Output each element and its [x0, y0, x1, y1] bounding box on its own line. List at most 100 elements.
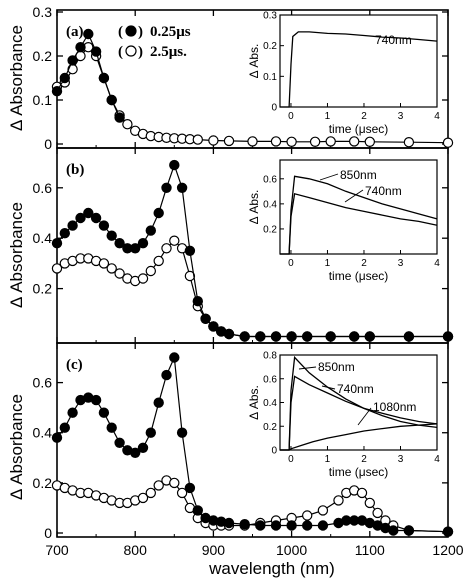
inset-x-tick-label: 0 — [288, 258, 294, 269]
inset-b: 0.2 0.4 0.6 0 1 2 3 4 time (μsec) Δ Abs. 850nm 740n… — [247, 159, 440, 283]
panel-label: (b) — [66, 162, 84, 178]
inset-annotation: 1080nm — [373, 400, 416, 414]
data-point-filled — [255, 520, 266, 531]
panel-a: 0 0.1 0.2 0.3 (a) — [33, 4, 454, 152]
inset-x-tick-label: 3 — [398, 111, 404, 122]
data-point-open — [98, 258, 110, 269]
data-point-open — [145, 487, 156, 499]
data-point-open — [184, 270, 196, 282]
data-point-open — [153, 480, 164, 491]
data-point-open — [286, 136, 297, 147]
legend-paren-close: ) — [138, 44, 143, 60]
series-line-open — [56, 239, 448, 338]
data-point-filled — [106, 422, 117, 433]
inset-x-tick-label: 3 — [398, 258, 404, 269]
inset-y-tick-label: 0.2 — [263, 422, 277, 433]
data-point-filled — [317, 520, 329, 531]
data-point-open — [122, 118, 133, 130]
legend: () 0.25μs () 2.5μs. — [118, 24, 191, 60]
data-point-open — [442, 137, 454, 148]
data-point-filled — [442, 331, 454, 342]
axis-labels: Δ Absorbance Δ Absorbance Δ Absorbance w… — [7, 25, 335, 578]
x-tick-label: 800 — [124, 542, 148, 558]
data-point-filled — [176, 182, 188, 193]
inset-x-tick-label: 4 — [434, 454, 440, 465]
inset-trace — [280, 31, 438, 108]
data-point-open — [67, 63, 78, 75]
inset-y-tick-label: 0.3 — [263, 11, 277, 22]
data-point-open — [153, 255, 164, 267]
data-point-filled — [302, 520, 313, 531]
data-point-filled — [90, 212, 102, 224]
data-point-filled — [75, 42, 86, 53]
data-point-filled — [67, 220, 78, 231]
data-point-open — [137, 273, 149, 284]
data-point-filled — [145, 427, 156, 438]
data-point-filled — [98, 407, 110, 418]
data-point-filled — [145, 225, 156, 236]
data-point-filled — [403, 525, 415, 536]
data-point-filled — [161, 182, 172, 193]
main-plot-area: 0 0.1 0.2 0.3 (a) 0.2 0.4 0.6 (b) 0 0.2 0.4 0.6 (c) 70… — [33, 4, 464, 558]
data-point-open — [364, 497, 375, 509]
legend-paren-close: ) — [138, 24, 143, 40]
y-axis-label-bottom: Δ Absorbance — [7, 394, 26, 500]
inset-y-axis-label: Δ Abs. — [247, 44, 261, 79]
y-tick-label: 0.1 — [33, 92, 53, 108]
legend-paren-open: ( — [118, 44, 123, 60]
data-point-filled — [223, 328, 235, 340]
inset-x-tick-label: 0 — [288, 111, 294, 122]
data-point-filled — [208, 321, 219, 332]
data-point-filled — [59, 422, 71, 433]
inset-y-tick-label: 0.2 — [263, 41, 277, 52]
inset-y-axis-label: Δ Abs. — [247, 385, 261, 420]
inset-x-tick-label: 1 — [325, 258, 331, 269]
data-point-open — [51, 263, 63, 274]
inset-annotation: 850nm — [340, 168, 377, 182]
y-tick-label: 0.2 — [33, 281, 53, 297]
annotation-leader — [321, 385, 336, 390]
data-point-filled — [184, 482, 196, 494]
inset-x-tick-label: 4 — [434, 111, 440, 122]
data-point-open — [364, 136, 375, 147]
data-point-filled — [302, 331, 313, 342]
x-tick-label: 900 — [202, 542, 226, 558]
data-point-filled — [51, 85, 63, 97]
data-point-filled — [90, 394, 102, 406]
data-point-filled — [59, 72, 71, 84]
data-point-filled — [325, 331, 336, 342]
data-point-filled — [114, 237, 125, 249]
inset-x-tick-label: 2 — [361, 111, 367, 122]
data-point-filled — [286, 331, 297, 342]
data-point-filled — [192, 296, 203, 307]
data-point-filled — [184, 245, 196, 256]
inset-y-tick-label: 0 — [271, 446, 277, 457]
inset-frame — [279, 14, 438, 108]
y-tick-label: 0 — [44, 525, 52, 541]
y-tick-label: 0.4 — [33, 425, 53, 441]
data-point-filled — [176, 427, 188, 438]
data-point-open — [356, 487, 368, 499]
data-point-open — [192, 134, 203, 145]
panel-label: (a) — [66, 24, 84, 40]
annotation-leader — [319, 173, 339, 181]
inset-trace — [280, 375, 438, 451]
data-point-filled — [51, 237, 63, 249]
data-point-filled — [98, 220, 110, 231]
inset-annotation: 740nm — [337, 382, 374, 396]
data-point-filled — [137, 442, 149, 453]
inset-y-tick-label: 0.6 — [263, 374, 277, 385]
y-axis-label-top: Δ Absorbance — [7, 25, 26, 131]
inset-y-tick-label: 0.1 — [263, 72, 277, 83]
data-point-filled — [51, 432, 63, 443]
data-point-open — [309, 136, 321, 147]
y-axis-label-middle: Δ Absorbance — [7, 202, 26, 308]
inset-x-tick-label: 2 — [361, 454, 367, 465]
data-point-filled — [403, 331, 415, 342]
data-point-filled — [98, 72, 110, 84]
inset-y-tick-label: 0.8 — [263, 351, 277, 362]
data-point-filled — [349, 331, 360, 342]
y-tick-label: 0.2 — [33, 48, 53, 64]
data-point-filled — [67, 55, 78, 66]
